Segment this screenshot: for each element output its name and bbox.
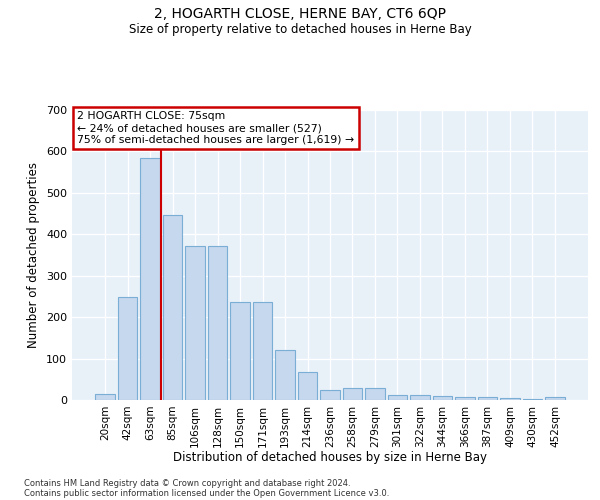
Text: 2, HOGARTH CLOSE, HERNE BAY, CT6 6QP: 2, HOGARTH CLOSE, HERNE BAY, CT6 6QP (154, 8, 446, 22)
Bar (118, 298, 137, 400)
Bar (140, 158, 160, 400)
Bar (343, 388, 362, 400)
Text: Contains public sector information licensed under the Open Government Licence v3: Contains public sector information licen… (24, 488, 389, 498)
Bar (95, 394, 115, 400)
Bar (185, 246, 205, 400)
Bar (500, 398, 520, 400)
Text: Contains HM Land Registry data © Crown copyright and database right 2024.: Contains HM Land Registry data © Crown c… (24, 478, 350, 488)
Bar (320, 390, 340, 400)
Bar (253, 302, 272, 400)
Bar (545, 397, 565, 400)
Bar (230, 302, 250, 400)
Bar (163, 215, 182, 400)
Bar (365, 388, 385, 400)
Bar (455, 396, 475, 400)
Text: Size of property relative to detached houses in Herne Bay: Size of property relative to detached ho… (128, 22, 472, 36)
Bar (478, 396, 497, 400)
Text: Distribution of detached houses by size in Herne Bay: Distribution of detached houses by size … (173, 451, 487, 464)
Bar (208, 246, 227, 400)
Bar (275, 350, 295, 400)
Bar (523, 399, 542, 400)
Bar (388, 394, 407, 400)
Bar (433, 396, 452, 400)
Y-axis label: Number of detached properties: Number of detached properties (28, 162, 40, 348)
Text: 2 HOGARTH CLOSE: 75sqm
← 24% of detached houses are smaller (527)
75% of semi-de: 2 HOGARTH CLOSE: 75sqm ← 24% of detached… (77, 112, 354, 144)
Bar (410, 394, 430, 400)
Bar (298, 372, 317, 400)
